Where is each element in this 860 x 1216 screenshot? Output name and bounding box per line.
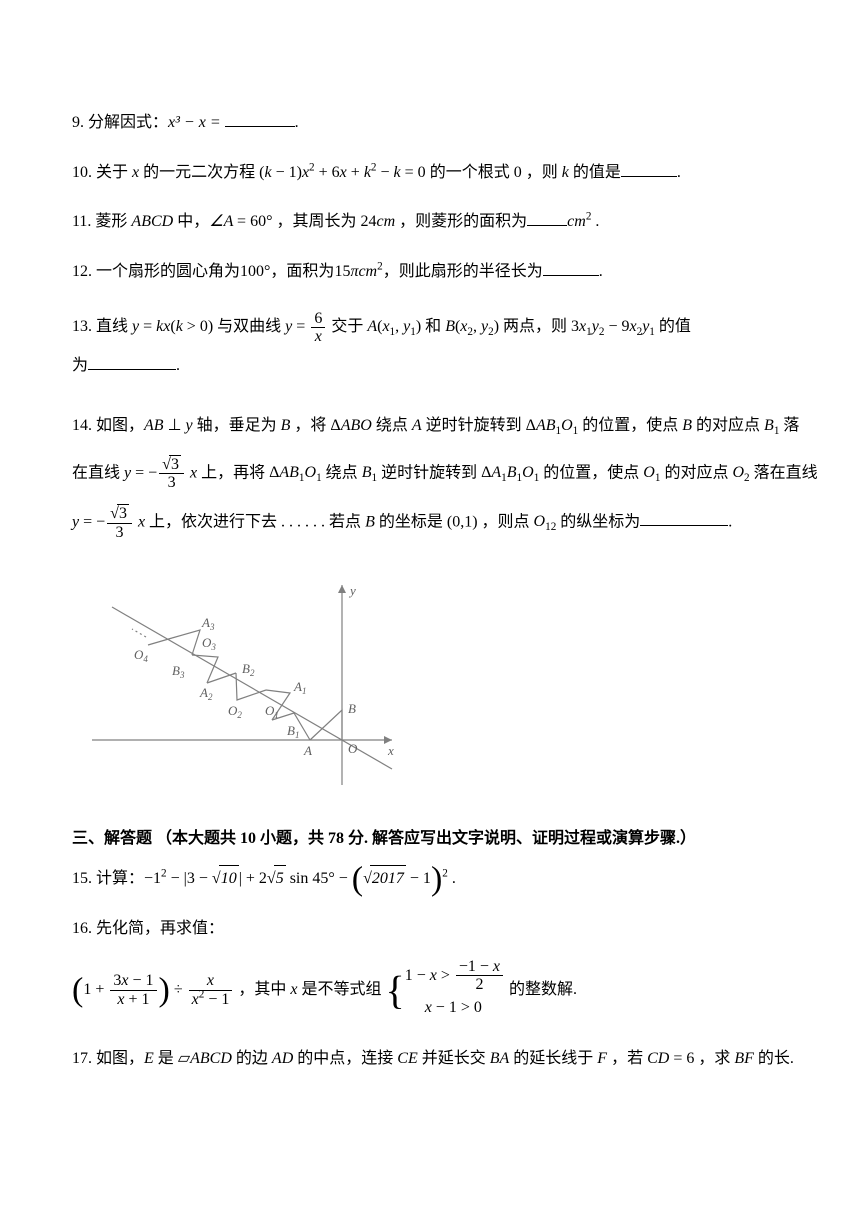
math-expr: (k − 1)x2 + 6x + k2 − k = 0 bbox=[259, 164, 426, 181]
svg-text:A2: A2 bbox=[199, 685, 213, 702]
q-number: 14. bbox=[72, 417, 92, 434]
svg-text:B2: B2 bbox=[242, 661, 255, 678]
math-expr: x³ − x = bbox=[168, 114, 221, 131]
inequality-system: 1 − x > −1 − x2 x − 1 > 0 bbox=[405, 958, 505, 1023]
q-number: 12. bbox=[72, 263, 92, 280]
svg-text:B1: B1 bbox=[287, 723, 299, 740]
question-9: 9. 分解因式：x³ − x = . bbox=[72, 110, 860, 136]
section-3-title: 三、解答题 （本大题共 10 小题，共 78 分. 解答应写出文字说明、证明过程… bbox=[72, 826, 860, 852]
question-14: 14. 如图，AB ⊥ y 轴，垂足为 B ，将 ΔABO 绕点 A 逆时针旋转… bbox=[72, 409, 860, 541]
q-number: 11. bbox=[72, 213, 91, 230]
svg-text:O: O bbox=[348, 741, 358, 756]
answer-blank[interactable] bbox=[543, 259, 599, 276]
question-15: 15. 计算：−12 − |3 − √10| + 2√5 sin 45° − (… bbox=[72, 865, 860, 892]
svg-text:A1: A1 bbox=[293, 679, 306, 696]
svg-text:O4: O4 bbox=[134, 647, 148, 664]
question-11: 11. 菱形 ABCD 中，∠A = 60° ，其周长为 24cm ，则菱形的面… bbox=[72, 209, 860, 235]
q-number: 13. bbox=[72, 318, 92, 335]
question-10: 10. 关于 x 的一元二次方程 (k − 1)x2 + 6x + k2 − k… bbox=[72, 160, 860, 186]
answer-blank[interactable] bbox=[88, 353, 176, 370]
svg-text:A: A bbox=[303, 743, 312, 758]
q-number: 17. bbox=[72, 1050, 92, 1067]
answer-blank[interactable] bbox=[225, 110, 295, 127]
svg-text:B: B bbox=[348, 701, 356, 716]
svg-text:O3: O3 bbox=[202, 635, 216, 652]
q-number: 9. bbox=[72, 114, 84, 131]
q-number: 10. bbox=[72, 164, 92, 181]
figure-q14: O x y B A B1 O1 A1 O2 B2 A2 B3 O3 A3 O4 bbox=[72, 565, 860, 804]
answer-blank[interactable] bbox=[640, 509, 728, 526]
answer-blank[interactable] bbox=[527, 209, 567, 226]
question-13: 13. 直线 y = kx(k > 0) 与双曲线 y = 6x 交于 A(x1… bbox=[72, 308, 860, 385]
answer-blank[interactable] bbox=[621, 160, 677, 177]
question-16: 16. 先化简，再求值： (1 + 3x − 1x + 1) ÷ xx2 − 1… bbox=[72, 916, 860, 1023]
question-17: 17. 如图，E 是 ▱ABCD 的边 AD 的中点，连接 CE 并延长交 BA… bbox=[72, 1046, 860, 1072]
svg-text:O2: O2 bbox=[228, 703, 242, 720]
svg-text:B3: B3 bbox=[172, 663, 185, 680]
svg-text:x: x bbox=[387, 743, 394, 758]
svg-text:y: y bbox=[348, 583, 356, 598]
q-number: 16. bbox=[72, 920, 92, 937]
svg-text:A3: A3 bbox=[201, 615, 215, 632]
svg-text:O1: O1 bbox=[265, 703, 279, 720]
q-number: 15. bbox=[72, 870, 92, 887]
rotation-diagram: O x y B A B1 O1 A1 O2 B2 A2 B3 O3 A3 O4 bbox=[72, 565, 402, 795]
question-12: 12. 一个扇形的圆心角为100°，面积为15πcm2，则此扇形的半径长为. bbox=[72, 259, 860, 285]
